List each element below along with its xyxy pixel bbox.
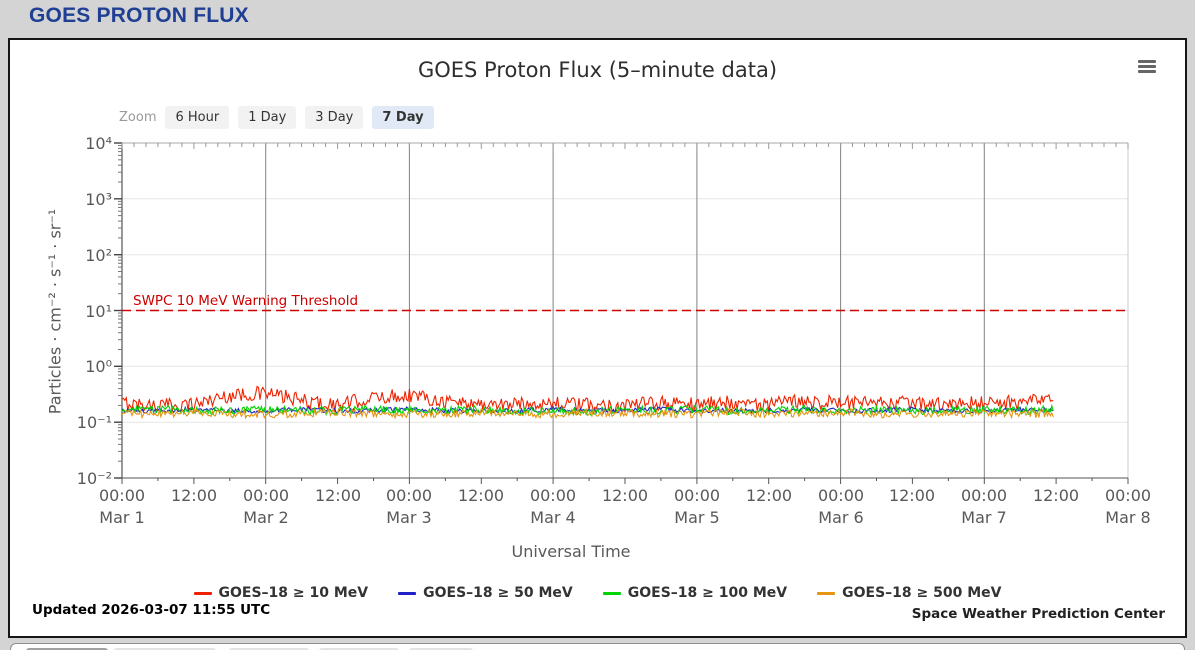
x-axis-title: Universal Time xyxy=(511,542,631,561)
x-tick-label: 12:00 xyxy=(457,486,505,505)
x-day-label: Mar 5 xyxy=(674,508,720,527)
legend-item[interactable]: GOES–18 ≥ 50 MeV xyxy=(398,585,573,601)
legend-line-marker xyxy=(602,591,621,595)
threshold-label: SWPC 10 MeV Warning Threshold xyxy=(133,292,359,309)
x-tick-label: 00:00 xyxy=(529,486,577,505)
bottom-panel-tab[interactable] xyxy=(26,648,108,650)
zoom-button-7day[interactable]: 7 Day xyxy=(372,105,434,129)
legend-line-marker xyxy=(817,591,836,595)
legend-item[interactable]: GOES–18 ≥ 10 MeV xyxy=(193,585,369,601)
plot-area[interactable] xyxy=(10,40,1189,600)
credit-text: Space Weather Prediction Center xyxy=(911,606,1165,622)
x-tick-label: 00:00 xyxy=(817,486,865,505)
legend-line-marker xyxy=(193,591,212,595)
x-tick-label: 00:00 xyxy=(1104,486,1152,505)
y-tick-label: 10⁻¹ xyxy=(76,413,112,432)
y-tick-label: 10⁰ xyxy=(85,357,112,376)
x-tick-label: 12:00 xyxy=(1032,486,1080,505)
legend-label: GOES–18 ≥ 50 MeV xyxy=(423,585,573,601)
hamburger-bar xyxy=(1138,60,1156,63)
chart-legend: GOES–18 ≥ 10 MeV GOES–18 ≥ 50 MeV GOES–18 … xyxy=(10,585,1185,601)
legend-label: GOES–18 ≥ 100 MeV xyxy=(627,585,788,601)
legend-line-marker xyxy=(398,591,417,595)
x-tick-label: 00:00 xyxy=(98,486,146,505)
legend-item[interactable]: GOES–18 ≥ 100 MeV xyxy=(602,585,788,601)
zoom-range-selector: Zoom 6 Hour 1 Day 3 Day 7 Day xyxy=(119,105,443,129)
legend-label: GOES–18 ≥ 10 MeV xyxy=(218,585,369,601)
bottom-panel-tab[interactable] xyxy=(319,648,399,650)
y-tick-label: 10⁴ xyxy=(85,134,112,153)
x-day-label: Mar 6 xyxy=(818,508,864,527)
hamburger-bar xyxy=(1138,65,1156,68)
hamburger-bar xyxy=(1138,70,1156,73)
hamburger-menu-icon[interactable] xyxy=(1134,58,1160,80)
x-day-label: Mar 3 xyxy=(386,508,432,527)
y-tick-label: 10² xyxy=(85,246,112,265)
zoom-button-6hour[interactable]: 6 Hour xyxy=(165,105,230,129)
x-day-label: Mar 2 xyxy=(243,508,289,527)
bottom-panel-tab[interactable] xyxy=(114,648,216,650)
zoom-button-1day[interactable]: 1 Day xyxy=(238,105,297,129)
x-day-label: Mar 7 xyxy=(961,508,1007,527)
x-tick-label: 00:00 xyxy=(385,486,433,505)
x-tick-label: 12:00 xyxy=(601,486,649,505)
page-title: GOES PROTON FLUX xyxy=(29,4,249,27)
x-tick-label: 00:00 xyxy=(960,486,1008,505)
y-tick-label: 10⁻² xyxy=(76,469,112,488)
legend-label: GOES–18 ≥ 500 MeV xyxy=(842,585,1002,601)
x-tick-label: 12:00 xyxy=(745,486,793,505)
page-header: GOES PROTON FLUX xyxy=(0,0,1195,34)
zoom-button-3day[interactable]: 3 Day xyxy=(305,105,364,129)
x-tick-label: 00:00 xyxy=(242,486,290,505)
chart-panel: GOES Proton Flux (5–minute data) Zoom 6 … xyxy=(8,38,1187,638)
x-day-label: Mar 8 xyxy=(1105,508,1151,527)
x-tick-label: 12:00 xyxy=(314,486,362,505)
x-day-label: Mar 1 xyxy=(99,508,145,527)
bottom-panel-tab[interactable] xyxy=(229,648,309,650)
chart-title: GOES Proton Flux (5–minute data) xyxy=(417,58,778,82)
y-tick-label: 10³ xyxy=(85,190,112,209)
bottom-panel-tab[interactable] xyxy=(409,648,473,650)
next-panel-clipped xyxy=(10,643,1185,650)
updated-timestamp: Updated 2026-03-07 11:55 UTC xyxy=(32,602,271,618)
x-tick-label: 12:00 xyxy=(170,486,218,505)
x-day-label: Mar 4 xyxy=(530,508,576,527)
zoom-label: Zoom xyxy=(119,109,157,125)
legend-item[interactable]: GOES–18 ≥ 500 MeV xyxy=(817,585,1001,601)
y-tick-label: 10¹ xyxy=(85,302,112,321)
x-tick-label: 12:00 xyxy=(888,486,936,505)
x-tick-label: 00:00 xyxy=(673,486,721,505)
